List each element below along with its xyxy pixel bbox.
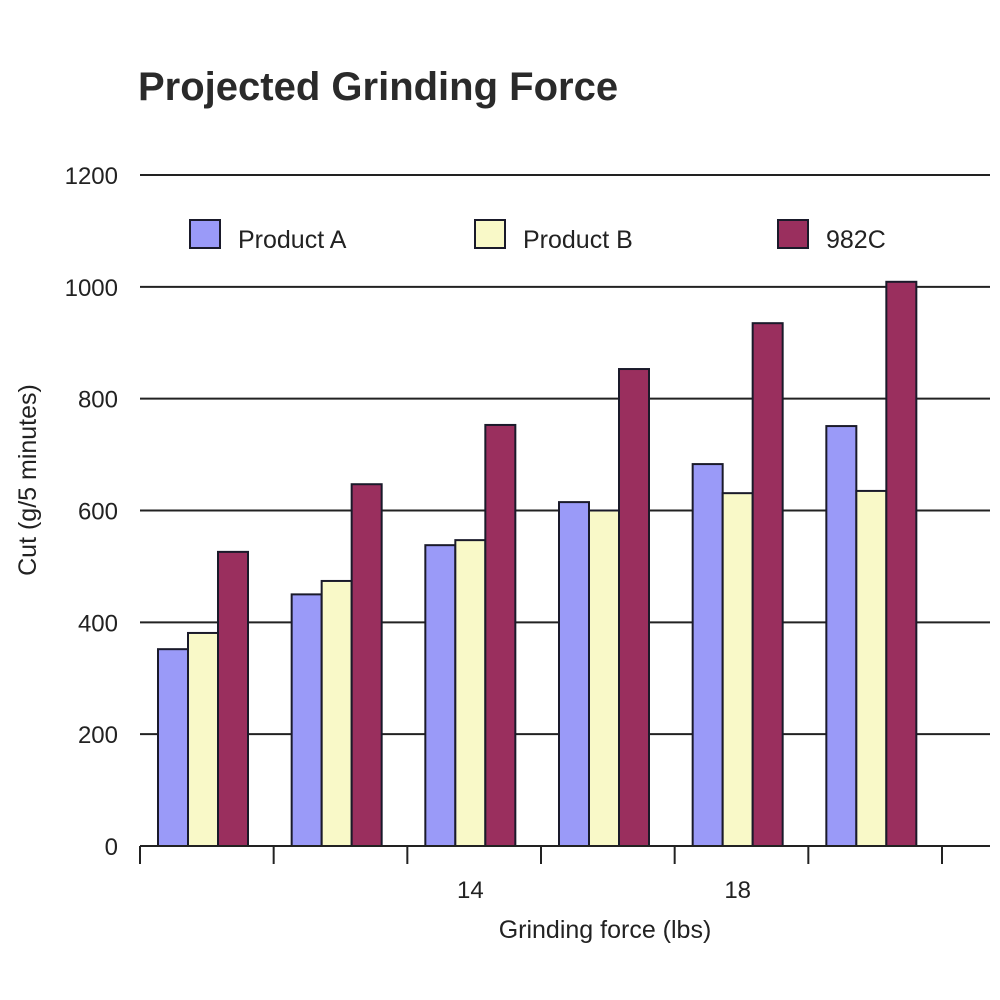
y-tick-label: 200 xyxy=(78,722,118,749)
bar-982c xyxy=(217,550,249,848)
y-tick-label: 1200 xyxy=(65,163,118,190)
legend-swatch xyxy=(474,219,506,249)
bar-product-a xyxy=(691,463,724,847)
legend-swatch xyxy=(189,219,221,249)
chart-title: Projected Grinding Force xyxy=(138,65,618,109)
x-tick-label: 14 xyxy=(457,877,484,904)
bar-982c xyxy=(885,280,918,847)
legend-label: 982C xyxy=(826,226,886,254)
y-axis-label: Cut (g/5 minutes) xyxy=(14,384,42,576)
y-tick-label: 600 xyxy=(78,499,118,526)
bar-product-a xyxy=(290,593,323,847)
bar-982c xyxy=(350,483,383,847)
legend-label: Product B xyxy=(523,226,633,254)
y-tick-label: 400 xyxy=(78,610,118,637)
bar-982c xyxy=(618,368,650,847)
bar-product-b xyxy=(588,509,620,847)
bar-product-b xyxy=(320,579,353,848)
bar-product-a xyxy=(825,425,858,847)
bar-product-b xyxy=(187,631,219,848)
bar-982c xyxy=(751,322,784,848)
bar-982c xyxy=(484,423,517,847)
y-tick-label: 1000 xyxy=(65,275,118,302)
bar-product-b xyxy=(721,492,754,847)
legend-label: Product A xyxy=(238,226,347,254)
x-tick-label: 18 xyxy=(724,877,751,904)
y-tick-label: 0 xyxy=(105,834,118,861)
legend-swatch xyxy=(777,219,809,249)
bar-product-a xyxy=(558,501,590,847)
bar-product-a xyxy=(157,648,189,847)
y-tick-label: 800 xyxy=(78,387,118,414)
bar-product-b xyxy=(855,489,888,847)
bar-product-a xyxy=(424,544,457,847)
x-axis-label: Grinding force (lbs) xyxy=(499,916,712,944)
bar-product-b xyxy=(454,539,487,847)
